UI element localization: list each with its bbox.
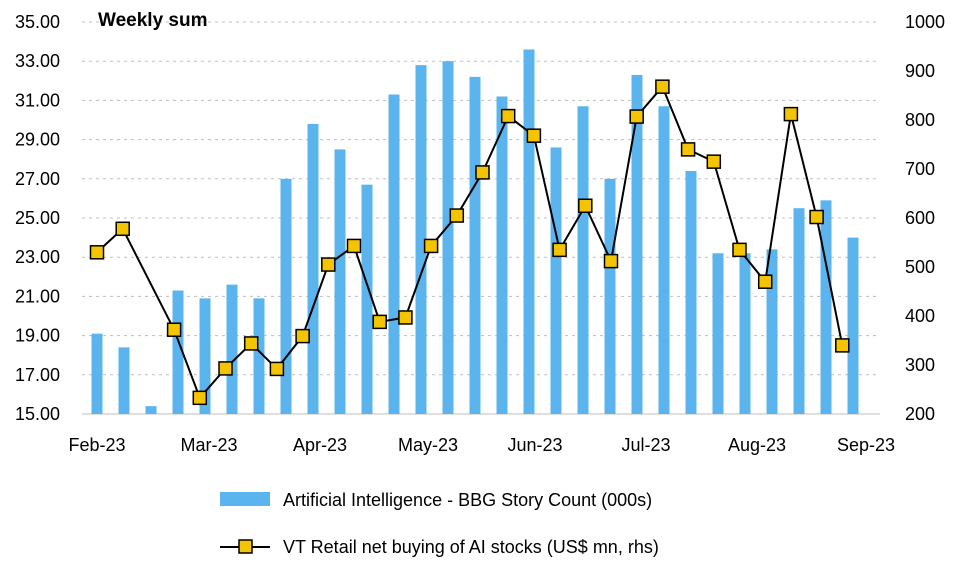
bar <box>307 123 319 415</box>
right-tick-label: 800 <box>905 110 935 130</box>
line-marker <box>603 253 619 269</box>
bar <box>91 333 103 414</box>
line-marker <box>89 245 105 260</box>
line-marker <box>218 361 233 376</box>
line-series <box>89 79 850 406</box>
bar <box>388 94 400 415</box>
right-tick-label: 300 <box>905 355 935 375</box>
line-marker <box>732 242 747 258</box>
line-marker <box>706 154 722 169</box>
legend-bar-swatch <box>220 492 270 506</box>
legend-line-marker <box>238 539 253 554</box>
bar <box>253 298 265 414</box>
bar <box>766 249 778 414</box>
line-marker <box>783 106 799 122</box>
bar <box>658 106 670 414</box>
x-tick-label: Apr-23 <box>293 435 347 455</box>
bar <box>172 290 184 414</box>
bar <box>415 65 427 415</box>
bar <box>712 253 724 414</box>
left-tick-label: 21.00 <box>15 286 60 306</box>
right-tick-label: 500 <box>905 257 935 277</box>
x-tick-label: Jul-23 <box>621 435 670 455</box>
left-tick-label: 27.00 <box>15 169 60 189</box>
line-marker <box>372 314 387 330</box>
line-marker <box>809 209 824 225</box>
line-marker <box>243 336 259 351</box>
x-tick-label: Jun-23 <box>507 435 562 455</box>
line-marker <box>321 257 336 272</box>
line-marker <box>655 79 670 94</box>
bar <box>793 208 805 414</box>
bar <box>334 149 346 414</box>
legend-line-label: VT Retail net buying of AI stocks (US$ m… <box>283 537 659 557</box>
bar <box>739 253 751 414</box>
legend: Artificial Intelligence - BBG Story Coun… <box>220 490 659 557</box>
left-tick-label: 15.00 <box>15 404 60 424</box>
bar <box>361 184 373 414</box>
x-tick-label: Aug-23 <box>728 435 786 455</box>
line-marker <box>500 108 516 124</box>
x-tick-label: Feb-23 <box>68 435 125 455</box>
bar <box>226 284 238 414</box>
bar <box>118 347 130 414</box>
bar-series <box>91 49 859 415</box>
line-marker <box>269 361 285 377</box>
right-axis: 200 300 400 500 600 700 800 900 1000 <box>905 12 945 424</box>
left-tick-label: 31.00 <box>15 90 60 110</box>
legend-bar-label: Artificial Intelligence - BBG Story Coun… <box>283 490 652 510</box>
line-marker <box>835 338 850 353</box>
line-marker <box>346 238 362 254</box>
bar <box>820 200 832 414</box>
x-tick-label: May-23 <box>398 435 458 455</box>
chart-title: Weekly sum <box>98 10 207 31</box>
bar <box>631 74 643 415</box>
right-tick-label: 600 <box>905 208 935 228</box>
line-marker <box>398 310 413 325</box>
bar <box>280 178 292 414</box>
x-tick-label: Mar-23 <box>180 435 237 455</box>
line-marker <box>629 109 644 124</box>
left-tick-label: 19.00 <box>15 326 60 346</box>
bar <box>469 76 481 414</box>
bar <box>199 298 211 414</box>
bar <box>442 61 454 414</box>
line-marker <box>115 221 130 237</box>
right-tick-label: 700 <box>905 159 935 179</box>
left-tick-label: 29.00 <box>15 130 60 150</box>
line-marker <box>295 328 310 344</box>
right-tick-label: 1000 <box>905 12 945 32</box>
line-marker <box>552 242 567 258</box>
x-axis: Feb-23 Mar-23 Apr-23 May-23 Jun-23 Jul-23 Aug-… <box>68 435 895 455</box>
bar <box>685 170 697 414</box>
left-tick-label: 23.00 <box>15 247 60 267</box>
line-marker <box>757 274 773 289</box>
line-marker <box>166 322 182 337</box>
left-tick-label: 25.00 <box>15 208 60 228</box>
right-tick-label: 400 <box>905 306 935 326</box>
left-axis: 15.00 17.00 19.00 21.00 23.00 25.00 27.00 29.00… <box>15 12 60 424</box>
bar <box>523 49 535 414</box>
line-marker <box>449 208 465 223</box>
right-tick-label: 900 <box>905 61 935 81</box>
line-marker <box>423 238 439 254</box>
bar <box>550 147 562 414</box>
line-marker <box>192 390 208 406</box>
bar <box>577 106 589 414</box>
x-tick-label: Sep-23 <box>837 435 895 455</box>
bar <box>145 406 157 414</box>
line-marker <box>475 165 490 180</box>
bar <box>604 178 616 414</box>
left-tick-label: 17.00 <box>15 365 60 385</box>
left-tick-label: 33.00 <box>15 51 60 71</box>
line-marker <box>578 198 593 213</box>
bar <box>847 237 859 414</box>
left-tick-label: 35.00 <box>15 12 60 32</box>
line-marker <box>526 128 542 143</box>
line-marker <box>680 142 696 157</box>
right-tick-label: 200 <box>905 404 935 424</box>
bar <box>496 96 508 414</box>
